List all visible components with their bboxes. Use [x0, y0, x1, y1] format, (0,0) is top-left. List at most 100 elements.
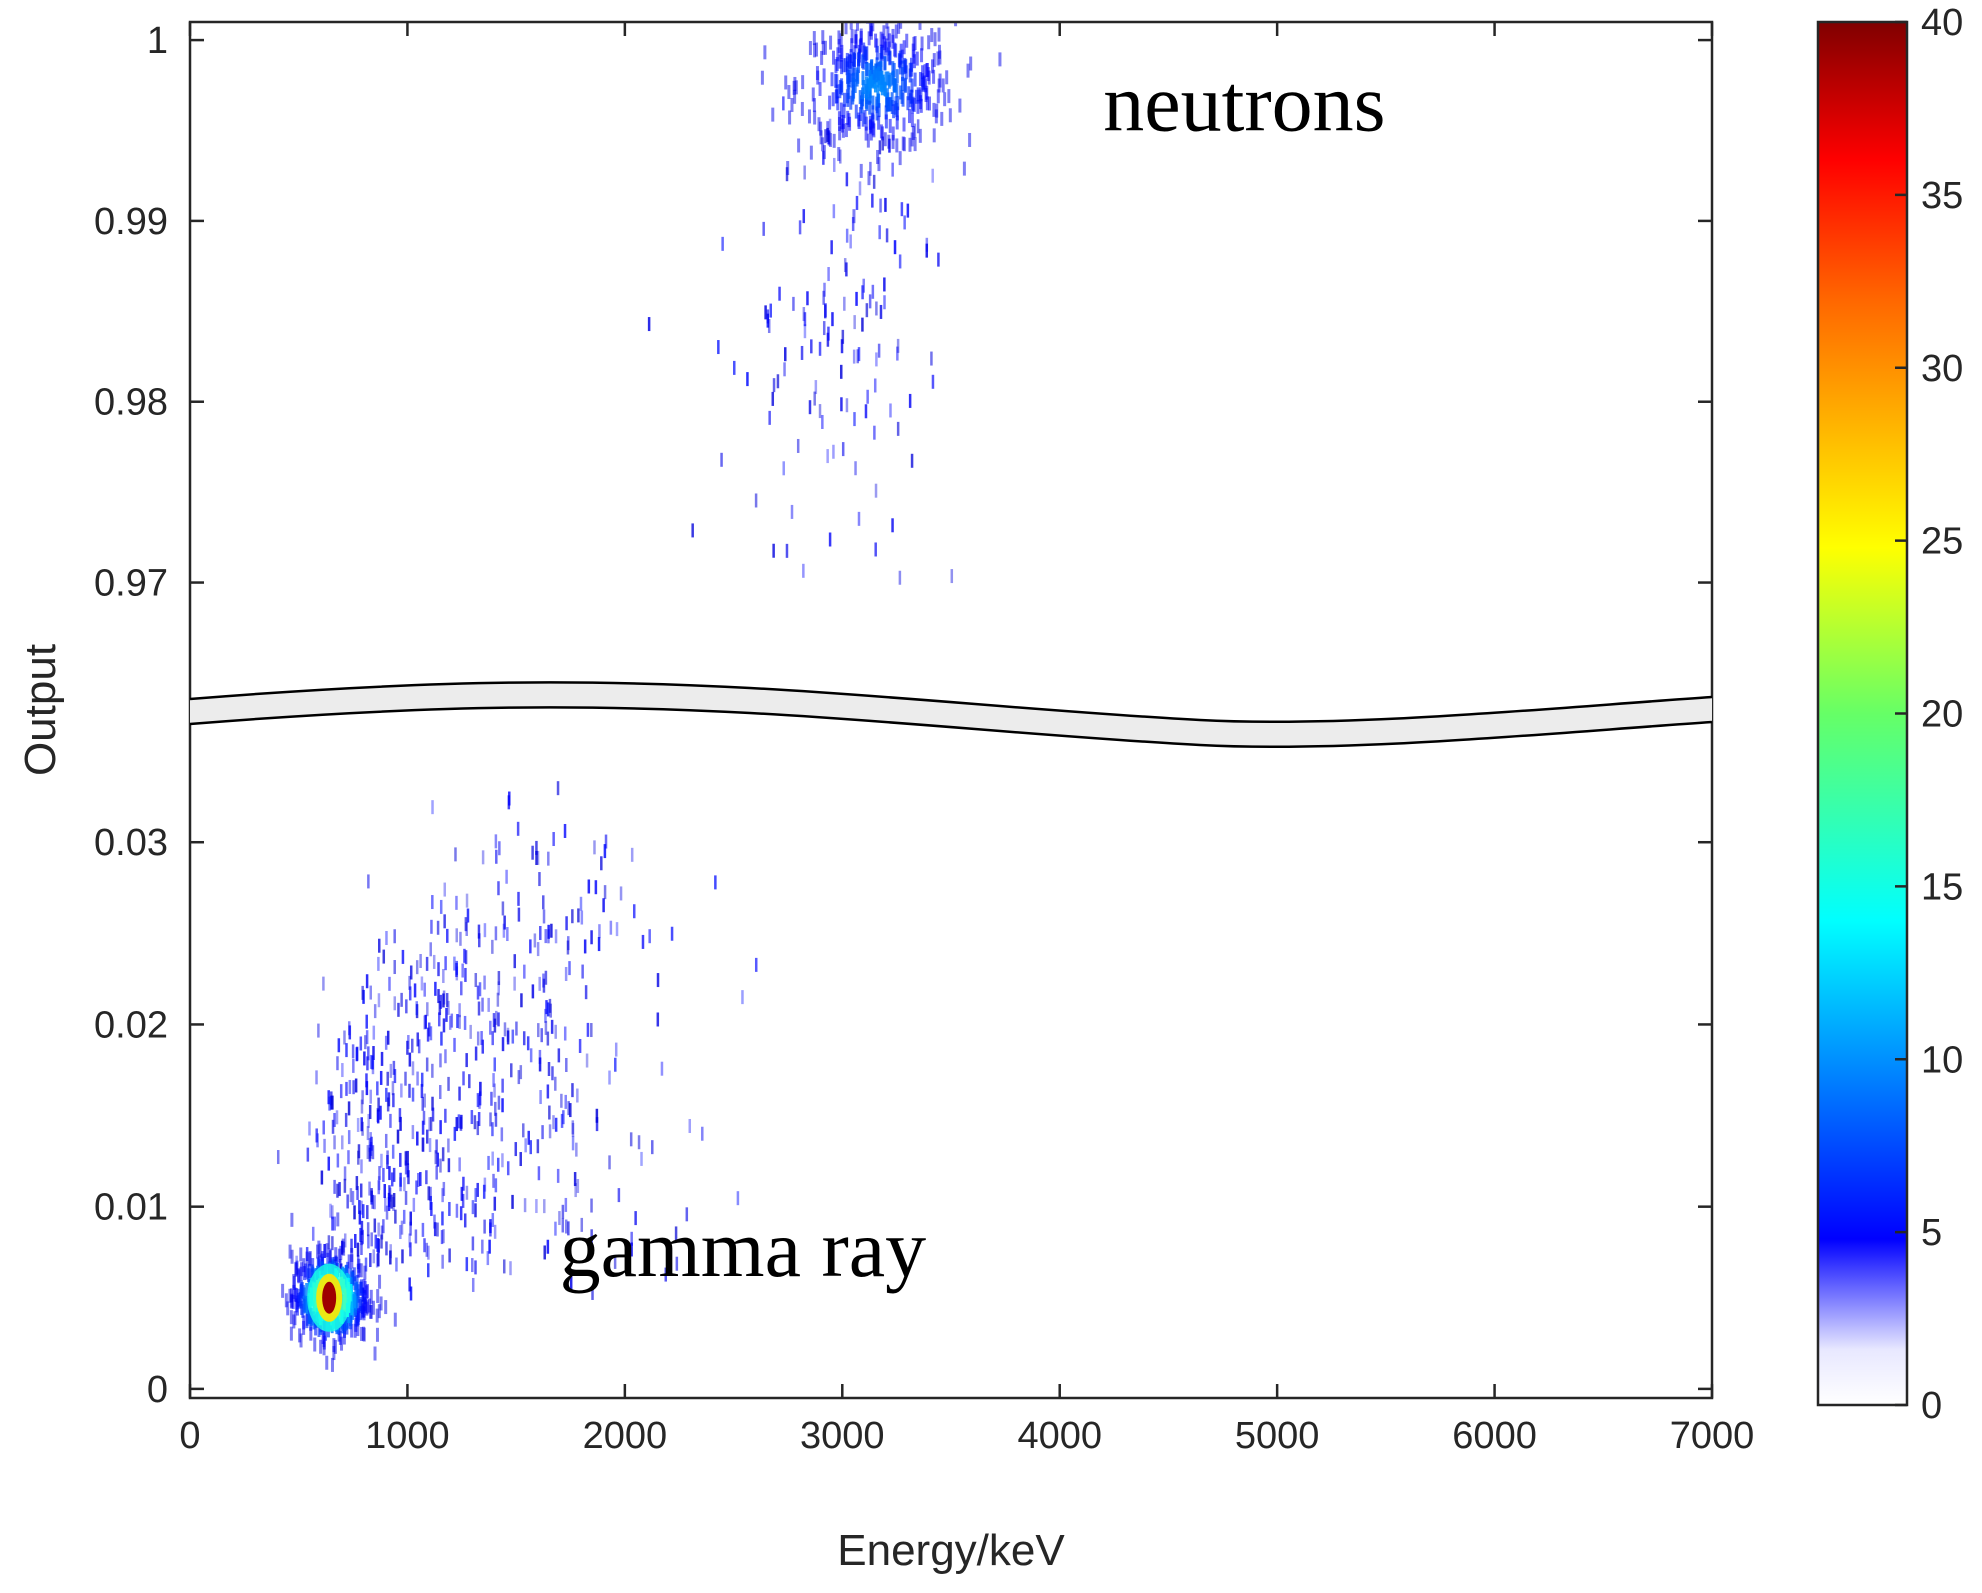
x-tick-label: 2000 [583, 1415, 668, 1457]
heatmap-cell [477, 1001, 481, 1016]
heatmap-cell [843, 92, 847, 107]
heatmap-cell [845, 56, 849, 71]
heatmap-cell [401, 949, 405, 964]
heatmap-cell [376, 1238, 379, 1253]
heatmap-cell [380, 1051, 384, 1066]
heatmap-cell [365, 1030, 369, 1045]
heatmap-cell [348, 1079, 352, 1094]
heatmap-cell [456, 1014, 459, 1029]
heatmap-cell [378, 938, 381, 953]
heatmap-cell [491, 939, 494, 954]
heatmap-cell [305, 1314, 309, 1329]
heatmap-cell [460, 981, 463, 996]
heatmap-cell [784, 347, 787, 362]
heatmap-cell [838, 116, 842, 131]
heatmap-cell [832, 204, 836, 219]
heatmap-cell [415, 960, 419, 975]
heatmap-cell [877, 343, 881, 358]
heatmap-cell [387, 1196, 391, 1211]
heatmap-cell [461, 1193, 465, 1208]
heatmap-cell [865, 61, 869, 76]
heatmap-cell [821, 40, 825, 55]
heatmap-cell [887, 41, 891, 56]
heatmap-cell [419, 1172, 422, 1187]
heatmap-cell [408, 1277, 411, 1292]
heatmap-cell [409, 1221, 412, 1236]
heatmap-cell [365, 1301, 369, 1316]
heatmap-cell [943, 92, 947, 107]
heatmap-cell [868, 76, 872, 91]
heatmap-cell [448, 1015, 452, 1030]
heatmap-cell [491, 1212, 495, 1227]
heatmap-cell [656, 1012, 660, 1027]
heatmap-cell [519, 1065, 523, 1080]
heatmap-cell [319, 1339, 323, 1354]
heatmap-cell [822, 290, 825, 305]
heatmap-cell [958, 98, 962, 113]
heatmap-cell [923, 78, 927, 93]
heatmap-cell [317, 1258, 321, 1273]
heatmap-cell [787, 85, 791, 100]
heatmap-cell [404, 1160, 408, 1175]
heatmap-cell [290, 1294, 294, 1309]
heatmap-cell [377, 1097, 380, 1112]
heatmap-cell [868, 89, 872, 104]
heatmap-cell [376, 1109, 380, 1124]
heatmap-cell [896, 346, 899, 361]
heatmap-cell [832, 444, 835, 459]
heatmap-cell [885, 22, 889, 29]
heatmap-cell [784, 75, 788, 90]
heatmap-cell [880, 70, 884, 85]
heatmap-cell [590, 1198, 593, 1213]
heatmap-cell [332, 1338, 336, 1353]
heatmap-cell [934, 109, 938, 124]
heatmap-cell [871, 95, 875, 110]
heatmap-cell [471, 1200, 475, 1215]
heatmap-cell [613, 1254, 617, 1269]
heatmap-cell [933, 32, 937, 47]
heatmap-cell [360, 1200, 363, 1215]
heatmap-cell [441, 1147, 445, 1162]
heatmap-cell [535, 851, 538, 866]
heatmap-cell [401, 1249, 404, 1264]
heatmap-cell [503, 1022, 507, 1037]
heatmap-cell [444, 1049, 447, 1064]
heatmap-cell [509, 1261, 512, 1276]
heatmap-cell [576, 1179, 580, 1194]
heatmap-cell [790, 97, 794, 112]
heatmap-cell [884, 71, 888, 86]
heatmap-cell [766, 309, 770, 324]
heatmap-cell [527, 1130, 530, 1145]
heatmap-cell [544, 1020, 548, 1035]
heatmap-cell [898, 570, 902, 585]
heatmap-cell [369, 1253, 372, 1268]
heatmap-cell [333, 1179, 336, 1194]
heatmap-cell [871, 22, 875, 32]
heatmap-cell [350, 1323, 354, 1338]
heatmap-cell [359, 1183, 363, 1198]
heatmap-cell [894, 43, 898, 58]
heatmap-cell [465, 1053, 468, 1068]
plot-area [188, 20, 1714, 1400]
heatmap-cell [370, 1188, 373, 1203]
heatmap-cell [384, 1035, 388, 1050]
heatmap-cell [937, 27, 941, 42]
heatmap-cell [356, 1186, 359, 1201]
heatmap-cell [579, 896, 583, 911]
heatmap-cell [389, 1113, 392, 1128]
heatmap-cell [619, 886, 623, 901]
heatmap-cell [883, 56, 887, 71]
heatmap-cell [506, 1161, 510, 1176]
heatmap-cell [477, 924, 481, 939]
heatmap-cell [849, 95, 853, 110]
x-tick-label: 3000 [800, 1415, 885, 1457]
heatmap-cell [577, 908, 580, 923]
heatmap-cell [918, 22, 922, 30]
heatmap-cell [513, 976, 516, 991]
heatmap-cell [838, 126, 842, 141]
heatmap-cell [436, 920, 440, 935]
heatmap-cell [858, 39, 862, 54]
heatmap-cell [881, 136, 885, 151]
heatmap-cell [595, 1117, 599, 1132]
heatmap-cell [384, 1300, 388, 1315]
